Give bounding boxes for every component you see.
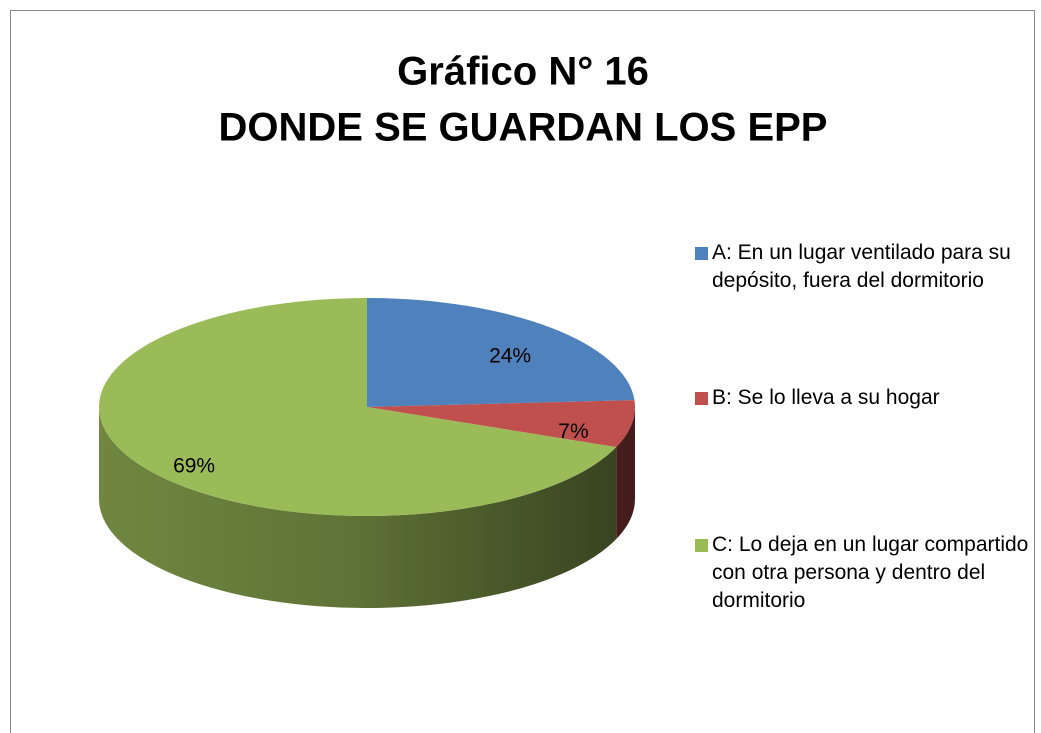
chart-title: Gráfico N° 16 <box>397 50 649 94</box>
legend-label: C: Lo deja en un lugar compartido con ot… <box>712 533 1034 612</box>
chart-border <box>10 10 1035 733</box>
legend-swatch <box>695 247 708 260</box>
chart-subtitle: DONDE SE GUARDAN LOS EPP <box>219 106 828 150</box>
pie-slice <box>367 298 635 407</box>
legend-swatch <box>695 539 708 552</box>
data-label: 7% <box>558 420 588 443</box>
legend-label: A: En un lugar ventilado para su depósit… <box>712 241 1017 292</box>
pie-slice <box>98 298 617 516</box>
pie-side <box>616 407 635 540</box>
pie-slice <box>367 400 636 448</box>
pie-side <box>98 407 617 609</box>
data-label: 69% <box>173 454 215 477</box>
legend-swatch <box>695 392 708 405</box>
data-label: 24% <box>489 345 531 368</box>
legend-label: B: Se lo lleva a su hogar <box>712 386 940 409</box>
